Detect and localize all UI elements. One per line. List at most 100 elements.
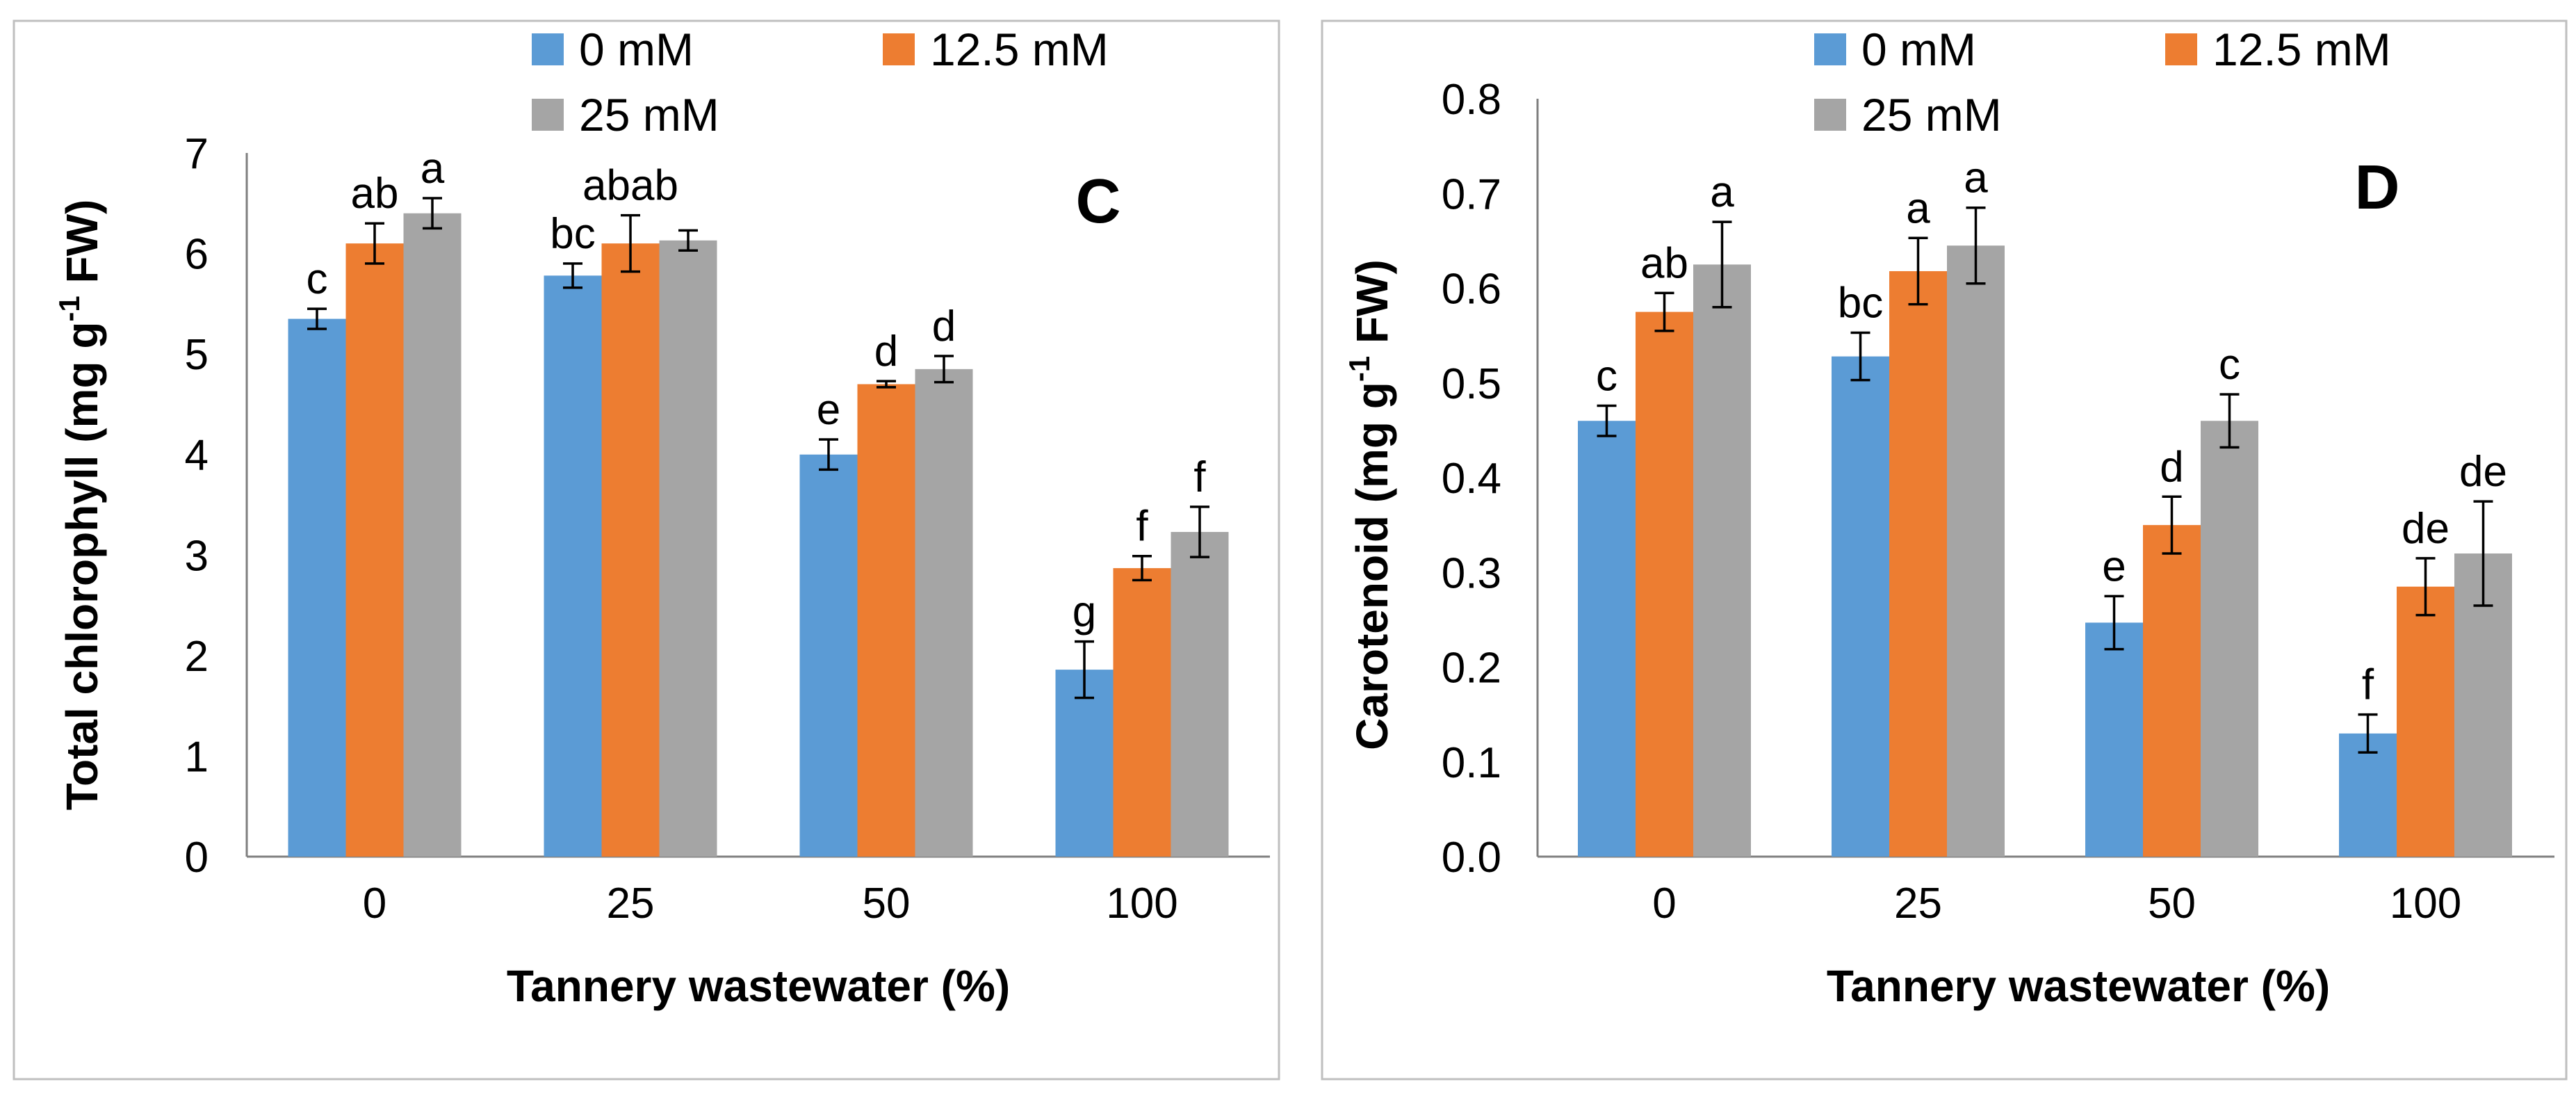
error-bar xyxy=(2473,500,2493,607)
x-tick-label: 0 xyxy=(1652,880,1676,928)
error-bar xyxy=(2219,393,2240,449)
error-bar xyxy=(1850,331,1870,382)
x-axis-title: Tannery wastewater (%) xyxy=(1827,961,2330,1011)
y-tick-label: 2 xyxy=(185,633,209,681)
significance-letter: a xyxy=(1710,168,1734,216)
error-bar xyxy=(819,438,838,471)
y-tick-label: 0.4 xyxy=(1442,455,1501,503)
y-tick-label: 0.3 xyxy=(1442,549,1501,597)
legend-swatch xyxy=(532,33,564,65)
error-bar xyxy=(1190,505,1209,558)
significance-letter: a xyxy=(1906,184,1930,232)
significance-letter: d xyxy=(2160,443,2183,491)
bar xyxy=(1889,270,1947,857)
error-bar xyxy=(307,307,327,330)
bar xyxy=(2085,622,2143,857)
y-tick-label: 0.1 xyxy=(1442,739,1501,787)
significance-letter: bc xyxy=(550,210,595,258)
bar xyxy=(1578,421,1636,857)
bar xyxy=(2397,586,2454,857)
error-bar xyxy=(1712,220,1732,309)
x-tick-label: 100 xyxy=(1106,880,1177,928)
significance-letter: a xyxy=(421,145,445,193)
y-tick-label: 0.0 xyxy=(1442,834,1501,882)
significance-letter: g xyxy=(1073,588,1096,636)
panel-label: D xyxy=(2355,153,2400,223)
legend-label: 0 mM xyxy=(1861,24,1976,75)
bar xyxy=(1636,312,1693,857)
y-tick-label: 4 xyxy=(185,432,209,480)
y-tick-label: 3 xyxy=(185,532,209,580)
x-tick-label: 0 xyxy=(363,880,386,928)
y-tick-label: 0 xyxy=(185,834,209,882)
bar xyxy=(1693,264,1751,857)
x-axis-title: Tannery wastewater (%) xyxy=(507,961,1010,1011)
x-tick-label: 25 xyxy=(607,880,655,928)
error-bar xyxy=(877,380,896,389)
significance-letter: ab xyxy=(1640,239,1688,287)
error-bar xyxy=(1597,404,1617,437)
significance-letter: f xyxy=(1136,503,1148,551)
panel-label: C xyxy=(1076,167,1121,236)
legend-swatch xyxy=(1814,33,1846,65)
y-tick-label: 0.7 xyxy=(1442,170,1501,218)
x-tick-label: 50 xyxy=(2148,880,2196,928)
error-bar xyxy=(1966,206,1986,285)
error-bar xyxy=(1908,236,1928,306)
significance-letter: d xyxy=(932,302,956,350)
significance-letter: c xyxy=(307,255,328,303)
legend-swatch xyxy=(2165,33,2197,65)
error-bar xyxy=(2358,713,2378,754)
error-bar xyxy=(1132,554,1152,582)
significance-letter: f xyxy=(2362,661,2374,709)
y-tick-label: 1 xyxy=(185,733,209,781)
y-axis-title: Carotenoid (mg g-1 FW) xyxy=(1343,259,1397,750)
error-bar xyxy=(563,262,582,289)
error-bar xyxy=(1075,640,1094,699)
error-bar xyxy=(678,229,698,252)
significance-letter: abab xyxy=(582,162,678,210)
bar xyxy=(288,318,346,857)
legend-swatch xyxy=(883,33,915,65)
x-tick-label: 50 xyxy=(863,880,911,928)
error-bar xyxy=(2162,495,2182,555)
significance-letter: e xyxy=(817,386,840,434)
y-tick-label: 0.2 xyxy=(1442,645,1501,693)
significance-letter: bc xyxy=(1838,280,1883,327)
bar xyxy=(544,275,602,857)
x-tick-label: 100 xyxy=(2390,880,2461,928)
error-bar xyxy=(1654,291,1674,332)
error-bar xyxy=(423,197,442,230)
bar xyxy=(659,240,717,857)
significance-letter: f xyxy=(1193,453,1206,501)
legend-label: 12.5 mM xyxy=(2212,24,2391,75)
significance-letter: a xyxy=(1964,154,1988,202)
bar xyxy=(601,243,660,857)
significance-letter: c xyxy=(2219,341,2240,389)
bar xyxy=(857,384,915,857)
bar xyxy=(1171,532,1229,857)
y-tick-label: 6 xyxy=(185,231,209,279)
legend-swatch xyxy=(1814,99,1846,131)
bar xyxy=(799,454,858,857)
error-bar xyxy=(934,355,954,384)
significance-letter: de xyxy=(2459,448,2507,496)
bar xyxy=(1947,245,2005,857)
significance-letter: d xyxy=(874,327,898,375)
chart-carotenoid: 0.00.10.20.30.40.50.60.70.80caba25bcaa50… xyxy=(1343,24,2554,1011)
bar xyxy=(915,369,973,857)
bar xyxy=(1055,670,1114,857)
legend-label: 12.5 mM xyxy=(930,24,1109,75)
error-bar xyxy=(2415,557,2436,617)
y-tick-label: 0.6 xyxy=(1442,266,1501,314)
legend-label: 0 mM xyxy=(579,24,694,75)
y-tick-label: 5 xyxy=(185,331,209,379)
chart-total-chlorophyll: 012345670caba25bcabab50edd100gffTannery … xyxy=(53,24,1270,1011)
bar xyxy=(1113,568,1171,857)
significance-letter: de xyxy=(2402,505,2449,553)
legend-label: 25 mM xyxy=(579,89,719,140)
bar xyxy=(403,213,462,857)
significance-letter: c xyxy=(1596,352,1617,400)
legend-swatch xyxy=(532,99,564,131)
